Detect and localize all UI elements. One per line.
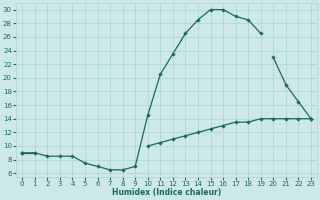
X-axis label: Humidex (Indice chaleur): Humidex (Indice chaleur) <box>112 188 221 197</box>
